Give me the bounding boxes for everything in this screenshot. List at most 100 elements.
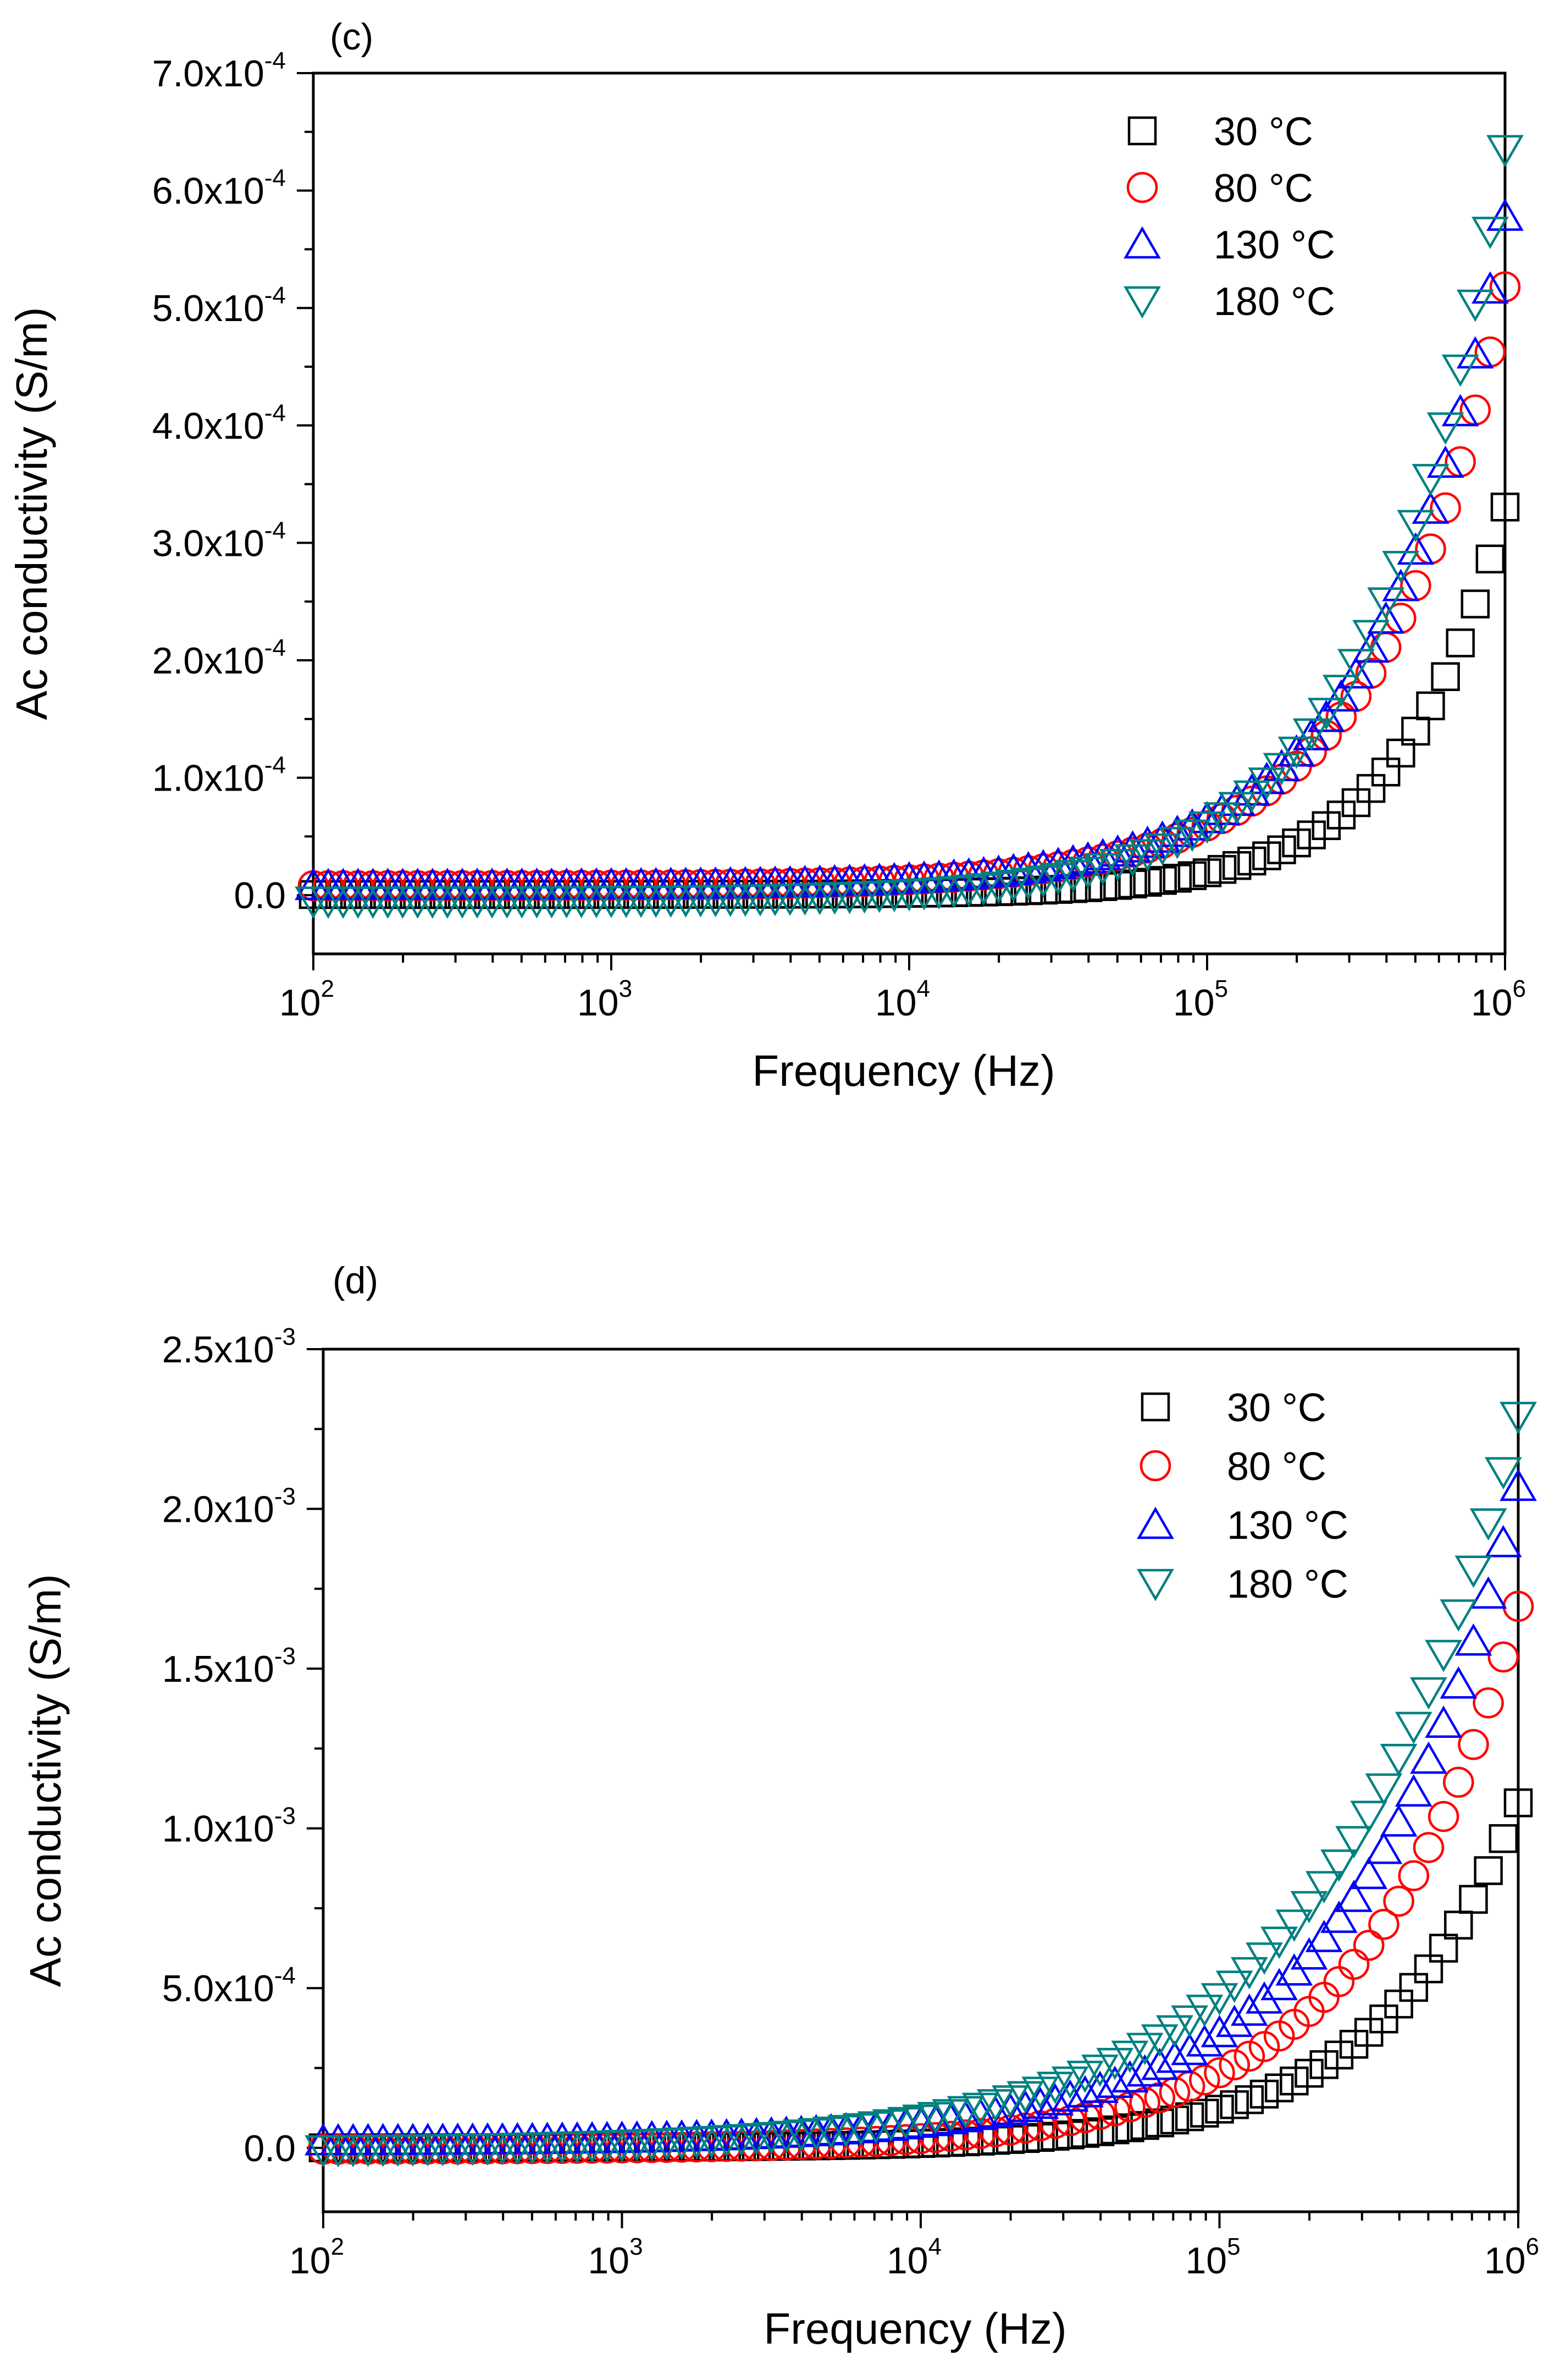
data-point <box>1472 217 1509 250</box>
data-point <box>1066 2061 1104 2094</box>
legend-item: 130 °C <box>1137 1504 1348 1548</box>
data-point <box>1338 1948 1370 1980</box>
data-point <box>1383 1885 1414 1917</box>
x-tick-label: 102 <box>289 2233 344 2282</box>
data-point <box>1307 698 1345 730</box>
legend-label: 80 °C <box>1227 1445 1326 1489</box>
data-point <box>1440 1666 1478 1699</box>
legend-marker <box>1141 1392 1170 1422</box>
y-tick-label: 3.0x10-4 <box>152 517 286 564</box>
data-point <box>1395 1774 1432 1807</box>
legend-item: 30 °C <box>1141 1386 1326 1430</box>
legend-label: 80 °C <box>1214 167 1313 211</box>
data-point <box>1230 1957 1268 1990</box>
data-point <box>1275 1909 1313 1942</box>
data-point <box>1335 1880 1373 1912</box>
data-point <box>1219 2049 1250 2081</box>
data-point <box>1207 855 1237 884</box>
legend-item: 30 °C <box>1127 110 1313 154</box>
y-axis-title: Ac conductivity (S/m) <box>21 1574 70 1987</box>
data-point <box>1486 135 1524 168</box>
data-point <box>1201 1983 1238 2015</box>
data-point <box>1128 825 1166 858</box>
data-point <box>1103 871 1132 900</box>
data-point <box>1484 1525 1522 1558</box>
data-point <box>1066 2075 1104 2108</box>
y-tick-label: 0.0 <box>234 875 286 916</box>
x-tick-label: 104 <box>875 975 930 1024</box>
data-point <box>1163 864 1192 893</box>
data-point <box>1189 2064 1220 2096</box>
data-point <box>1036 2072 1074 2105</box>
series-180-C <box>295 135 1524 919</box>
legend-marker <box>1124 226 1161 259</box>
series-30-C <box>298 493 1520 909</box>
data-point <box>1401 716 1430 746</box>
data-point <box>1337 649 1375 682</box>
legend-marker <box>1126 172 1158 203</box>
data-point <box>1158 827 1196 859</box>
data-point <box>1382 568 1420 601</box>
data-point <box>1282 828 1311 858</box>
legend-label: 130 °C <box>1214 223 1335 267</box>
data-point <box>1081 2055 1119 2087</box>
data-point <box>1174 819 1211 852</box>
x-tick-label: 106 <box>1471 975 1526 1024</box>
data-point <box>1277 736 1315 769</box>
legend-item: 130 °C <box>1124 223 1335 267</box>
data-point <box>1397 532 1435 565</box>
data-point <box>1380 1804 1418 1837</box>
data-point <box>1006 2090 1044 2122</box>
data-point <box>1469 1576 1507 1609</box>
data-point <box>1204 2057 1235 2089</box>
legend-item: 80 °C <box>1126 167 1313 211</box>
legend-label: 130 °C <box>1227 1504 1348 1548</box>
data-point <box>1201 2014 1238 2047</box>
data-point <box>1141 2024 1179 2057</box>
data-point <box>1246 1942 1283 1975</box>
data-point <box>1320 1849 1358 1882</box>
data-point <box>1144 2082 1176 2113</box>
data-point <box>1260 1926 1298 1959</box>
data-point <box>1203 802 1241 835</box>
data-point <box>1171 2033 1209 2066</box>
data-point <box>1425 1639 1463 1672</box>
data-point <box>1382 550 1420 583</box>
data-point <box>1148 866 1177 895</box>
y-tick-label: 6.0x10-4 <box>152 165 286 212</box>
data-point <box>1051 2079 1089 2112</box>
data-point <box>1233 773 1271 806</box>
data-point <box>1233 2040 1265 2072</box>
data-point <box>1222 851 1252 880</box>
data-point <box>1096 2066 1134 2098</box>
y-tick-label: 1.0x10-3 <box>162 1803 296 1850</box>
y-tick-label: 1.5x10-3 <box>162 1643 296 1690</box>
data-point <box>1380 1743 1418 1776</box>
y-tick-label: 2.5x10-3 <box>162 1323 296 1371</box>
data-point <box>1456 289 1494 322</box>
data-point <box>1297 820 1326 849</box>
y-axis-title: Ac conductivity (S/m) <box>7 307 56 720</box>
series-80-C <box>297 271 1521 902</box>
data-point <box>1367 587 1405 620</box>
data-point <box>1215 1970 1253 2003</box>
data-point <box>1174 808 1211 841</box>
data-point <box>1186 2024 1224 2057</box>
legend-marker <box>1139 1450 1171 1482</box>
data-point <box>1230 1994 1268 2026</box>
data-point <box>1369 2004 1398 2034</box>
data-point <box>1252 841 1281 870</box>
data-point <box>1192 858 1222 887</box>
data-point <box>1413 1832 1445 1863</box>
data-point <box>1309 2050 1338 2079</box>
legend-label: 180 °C <box>1214 280 1335 324</box>
data-point <box>1384 1989 1413 2019</box>
data-point <box>1443 1766 1474 1798</box>
data-point <box>1295 2058 1324 2088</box>
data-point <box>1337 656 1375 689</box>
data-point <box>1324 2040 1354 2070</box>
data-point <box>1126 2054 1164 2087</box>
data-point <box>1156 2015 1193 2048</box>
data-point <box>1323 1966 1355 1997</box>
